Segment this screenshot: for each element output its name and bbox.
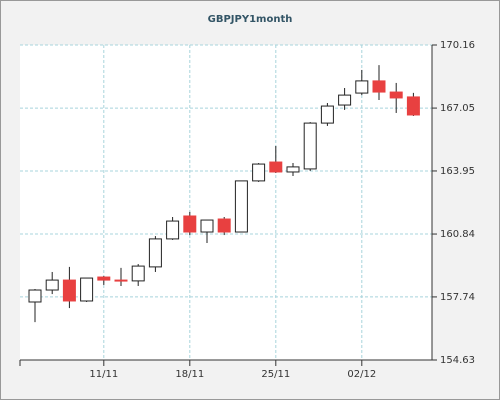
x-tick-label: 18/11 bbox=[175, 369, 204, 380]
candle-body bbox=[303, 122, 317, 170]
candle-body bbox=[62, 279, 76, 302]
y-tick-label: 154.63 bbox=[440, 355, 475, 366]
candle-body bbox=[200, 219, 214, 233]
candle-body bbox=[286, 166, 300, 173]
candle-body bbox=[148, 238, 162, 268]
y-tick-label: 163.95 bbox=[440, 166, 475, 177]
y-tick-label: 170.16 bbox=[440, 40, 475, 51]
candle-body bbox=[389, 91, 403, 99]
candle-body bbox=[28, 289, 42, 303]
plot-area bbox=[20, 45, 432, 360]
candle-body bbox=[269, 161, 283, 173]
candle-body bbox=[183, 215, 197, 233]
candle-body bbox=[406, 96, 420, 116]
x-tick-label: 11/11 bbox=[89, 369, 118, 380]
candle-body bbox=[320, 105, 334, 124]
candle-body bbox=[45, 279, 59, 291]
candle-body bbox=[131, 265, 145, 282]
candle-body bbox=[166, 220, 180, 240]
y-tick-label: 157.74 bbox=[440, 292, 475, 303]
y-tick-label: 167.05 bbox=[440, 103, 475, 114]
y-tick-label: 160.84 bbox=[440, 229, 475, 240]
candle-body bbox=[217, 218, 231, 233]
candle-body bbox=[234, 180, 248, 233]
candle-body bbox=[338, 94, 352, 106]
x-tick-label: 25/11 bbox=[261, 369, 290, 380]
candle-body bbox=[97, 276, 111, 281]
candle-body bbox=[252, 163, 266, 182]
candle-body bbox=[114, 279, 128, 282]
chart-title: GBPJPY1month bbox=[208, 14, 293, 25]
candle-body bbox=[355, 80, 369, 94]
candle-body bbox=[372, 80, 386, 93]
x-tick-label: 02/12 bbox=[347, 369, 376, 380]
candle-body bbox=[80, 277, 94, 302]
